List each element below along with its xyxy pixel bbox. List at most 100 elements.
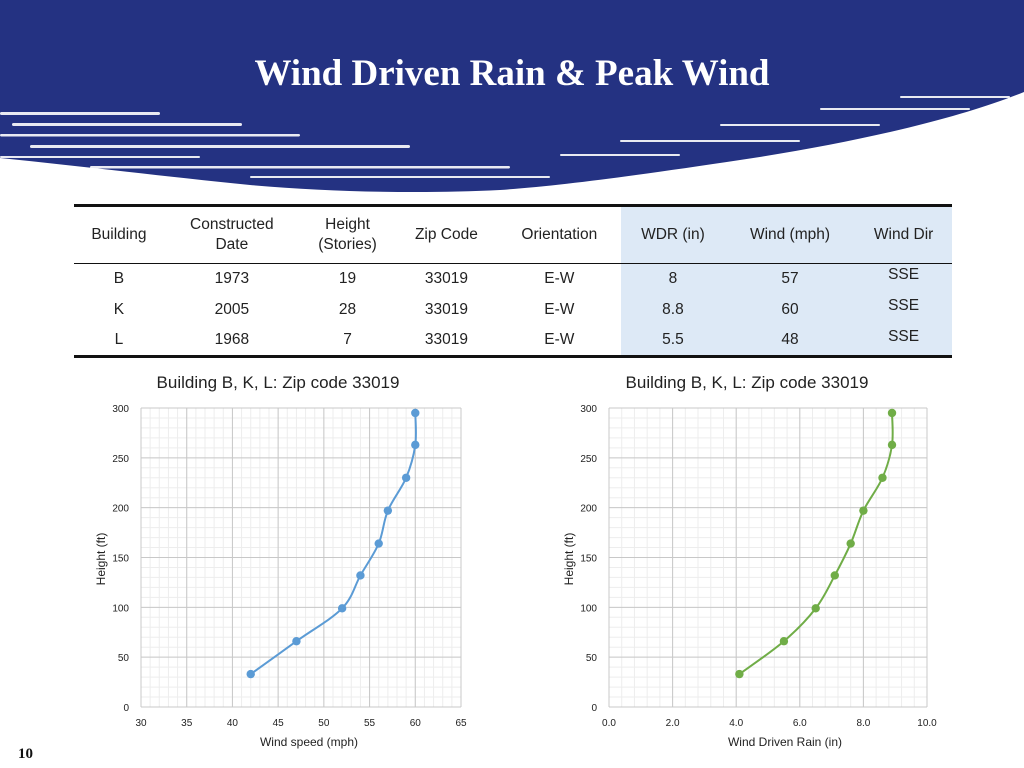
table-row: L 1968 7 33019 E-W 5.5 48 SSE	[74, 325, 952, 357]
cell-orientation: E-W	[544, 270, 575, 288]
cell-building: L	[114, 331, 124, 349]
x-tick-label: 55	[364, 718, 376, 729]
data-point	[292, 637, 301, 646]
data-point	[779, 637, 789, 646]
data-point	[811, 604, 820, 613]
cell-wind: 57	[724, 263, 856, 295]
x-tick-label: 8.0	[856, 718, 870, 729]
x-tick-label: 10.0	[917, 718, 937, 729]
y-axis-label: Height (ft)	[94, 533, 108, 586]
data-point	[383, 506, 393, 515]
y-tick-label: 100	[580, 603, 597, 614]
data-point	[887, 408, 897, 418]
x-tick-label: 6.0	[793, 718, 807, 729]
chart-grid	[608, 407, 928, 708]
title-banner	[0, 0, 1024, 193]
data-point	[337, 604, 347, 613]
x-tick-label: 60	[410, 718, 422, 729]
data-point	[411, 440, 420, 450]
cell-orientation: E-W	[544, 331, 575, 349]
cell-height: 7	[343, 331, 352, 349]
header-wind: Wind (mph)	[724, 205, 856, 264]
cell-zip-code: 33019	[424, 270, 468, 288]
header-zip-code: Zip Code	[414, 226, 478, 243]
cell-wind: 48	[724, 325, 856, 357]
y-tick-label: 150	[580, 554, 597, 565]
cell-height: 19	[338, 270, 357, 288]
header-building: Building	[91, 226, 147, 243]
cell-constructed-date: 2005	[214, 301, 250, 318]
chart-title: Building B, K, L: Zip code 33019	[157, 373, 400, 392]
data-point	[859, 506, 868, 515]
y-tick-label: 200	[112, 504, 129, 515]
x-tick-label: 2.0	[666, 718, 680, 729]
y-tick-label: 200	[580, 504, 597, 515]
chart-points	[735, 408, 897, 679]
cell-building: B	[113, 270, 125, 288]
x-tick-label: 45	[273, 718, 285, 729]
header-height: Height (Stories)	[318, 216, 377, 253]
data-point	[356, 571, 365, 580]
data-point	[401, 473, 411, 482]
cell-building: K	[113, 301, 125, 318]
data-point	[411, 408, 420, 418]
x-tick-label: 30	[135, 718, 147, 729]
y-tick-label: 100	[112, 603, 129, 614]
chart-ticks: 30 35 40 45 50 55 60 65 0 50 100 150 200 250 300	[112, 404, 467, 729]
data-point	[878, 473, 887, 482]
page-number: 10	[18, 746, 33, 762]
y-tick-label: 300	[112, 404, 129, 415]
x-tick-label: 4.0	[729, 718, 743, 729]
cell-orientation: E-W	[544, 301, 575, 318]
x-tick-label: 35	[181, 718, 193, 729]
banner-background	[0, 0, 1024, 193]
y-axis-label: Height (ft)	[562, 533, 576, 586]
brush-streaks	[0, 96, 1010, 178]
cell-wind-dir: SSE	[855, 325, 952, 357]
cell-constructed-date: 1973	[214, 270, 250, 288]
chart-points	[246, 408, 420, 679]
cell-constructed-date: 1968	[214, 331, 250, 349]
cell-height: 28	[338, 301, 357, 318]
chart-lines	[738, 412, 894, 675]
chart-ticks: 0.0 2.0 4.0 6.0 8.0 10.0 0 50 100 150 200 250 300	[580, 404, 937, 729]
header-wdr: WDR (in)	[621, 205, 725, 264]
y-tick-label: 50	[118, 653, 130, 664]
table-row: K 2005 28 33019 E-W 8.8 60 SSE	[74, 294, 952, 326]
data-point	[846, 539, 855, 548]
cell-wdr: 5.5	[621, 325, 725, 357]
wind-driven-rain-chart: Building B, K, L: Zip code 33019 0.0 2.0 4…	[543, 366, 1013, 758]
y-tick-label: 150	[112, 554, 129, 565]
data-point	[830, 571, 839, 580]
cell-wdr: 8	[621, 263, 725, 295]
x-axis-label: Wind speed (mph)	[260, 735, 358, 749]
cell-wind: 60	[724, 294, 856, 326]
cell-wdr: 8.8	[621, 294, 725, 326]
y-tick-label: 0	[123, 703, 129, 714]
y-tick-label: 0	[591, 703, 597, 714]
y-tick-label: 300	[580, 404, 597, 415]
cell-wind-dir: SSE	[855, 294, 952, 326]
x-axis-label: Wind Driven Rain (in)	[728, 735, 842, 749]
wind-speed-chart: Building B, K, L: Zip code 33019 30 35 40 4…	[75, 366, 545, 758]
series-line	[738, 412, 894, 675]
header-wind-dir: Wind Dir	[855, 205, 952, 264]
data-point	[246, 669, 255, 679]
header-orientation: Orientation	[521, 226, 598, 243]
x-tick-label: 50	[318, 718, 330, 729]
x-tick-label: 40	[227, 718, 239, 729]
data-point	[735, 669, 744, 679]
building-data-table: Building Constructed Date Height (Stories)…	[74, 204, 952, 358]
cell-wind-dir: SSE	[855, 263, 952, 295]
chart-title: Building B, K, L: Zip code 33019	[626, 373, 869, 392]
x-tick-label: 0.0	[602, 718, 616, 729]
wind-speed-chart-svg: Building B, K, L: Zip code 33019 30 35 40 4…	[94, 373, 467, 749]
y-tick-label: 250	[580, 454, 597, 465]
data-point	[887, 440, 897, 450]
cell-zip-code: 33019	[424, 301, 468, 318]
data-point	[374, 539, 383, 548]
x-tick-label: 65	[455, 718, 467, 729]
table-header-row: Building Constructed Date Height (Stories)…	[74, 205, 952, 264]
y-tick-label: 250	[112, 454, 129, 465]
wind-driven-rain-chart-svg: Building B, K, L: Zip code 33019 0.0 2.0 4…	[562, 373, 937, 749]
